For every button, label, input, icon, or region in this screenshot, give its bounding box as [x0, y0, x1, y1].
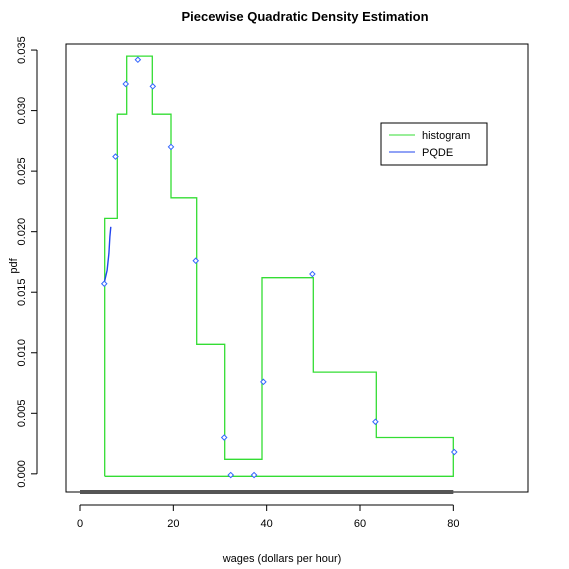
- data-point-marker: [227, 471, 235, 479]
- data-point-marker: [450, 448, 458, 456]
- y-tick-label: 0.000: [16, 460, 28, 488]
- histogram-series-line: [104, 55, 454, 477]
- y-axis-label: pdf: [8, 257, 20, 273]
- data-point-marker: [167, 143, 175, 151]
- legend-pqde-label: PQDE: [422, 147, 453, 159]
- x-axis-label: wages (dollars per hour): [222, 553, 342, 565]
- x-axis: 0 20 40 60 80: [77, 504, 459, 530]
- chart-title: Piecewise Quadratic Density Estimation: [181, 9, 428, 24]
- rug-marks: [80, 490, 454, 494]
- y-tick-label: 0.030: [16, 97, 28, 125]
- data-point-marker: [149, 83, 157, 90]
- legend: histogram PQDE: [380, 122, 488, 166]
- y-tick-label: 0.035: [16, 36, 28, 64]
- x-tick-label: 80: [447, 518, 459, 530]
- legend-histogram-label: histogram: [422, 130, 470, 142]
- plot-area: [65, 43, 529, 494]
- data-point-marker: [134, 56, 142, 64]
- data-point-marker: [112, 153, 119, 160]
- data-point-marker: [250, 471, 258, 479]
- y-tick-label: 0.020: [16, 218, 28, 246]
- x-tick-label: 20: [167, 518, 179, 530]
- data-point-marker: [372, 418, 379, 426]
- y-tick-label: 0.010: [16, 339, 28, 367]
- data-point-marker: [100, 280, 108, 288]
- legend-box: [380, 122, 488, 166]
- data-point-marker: [260, 378, 267, 386]
- y-tick-label: 0.025: [16, 157, 28, 185]
- plot-frame: [65, 43, 529, 493]
- data-point-marker: [220, 434, 228, 441]
- y-tick-label: 0.005: [16, 400, 28, 428]
- data-point-marker: [192, 257, 200, 265]
- x-tick-label: 40: [261, 518, 273, 530]
- data-point-marker: [122, 80, 130, 88]
- data-point-marker: [309, 270, 316, 278]
- x-tick-label: 60: [354, 518, 366, 530]
- y-axis: 0.000 0.005 0.010 0.015 0.020 0.025 0.030 0.035: [16, 36, 38, 488]
- y-tick-label: 0.015: [16, 278, 28, 306]
- pqde-series-line: [103, 226, 112, 283]
- x-tick-label: 0: [77, 518, 83, 530]
